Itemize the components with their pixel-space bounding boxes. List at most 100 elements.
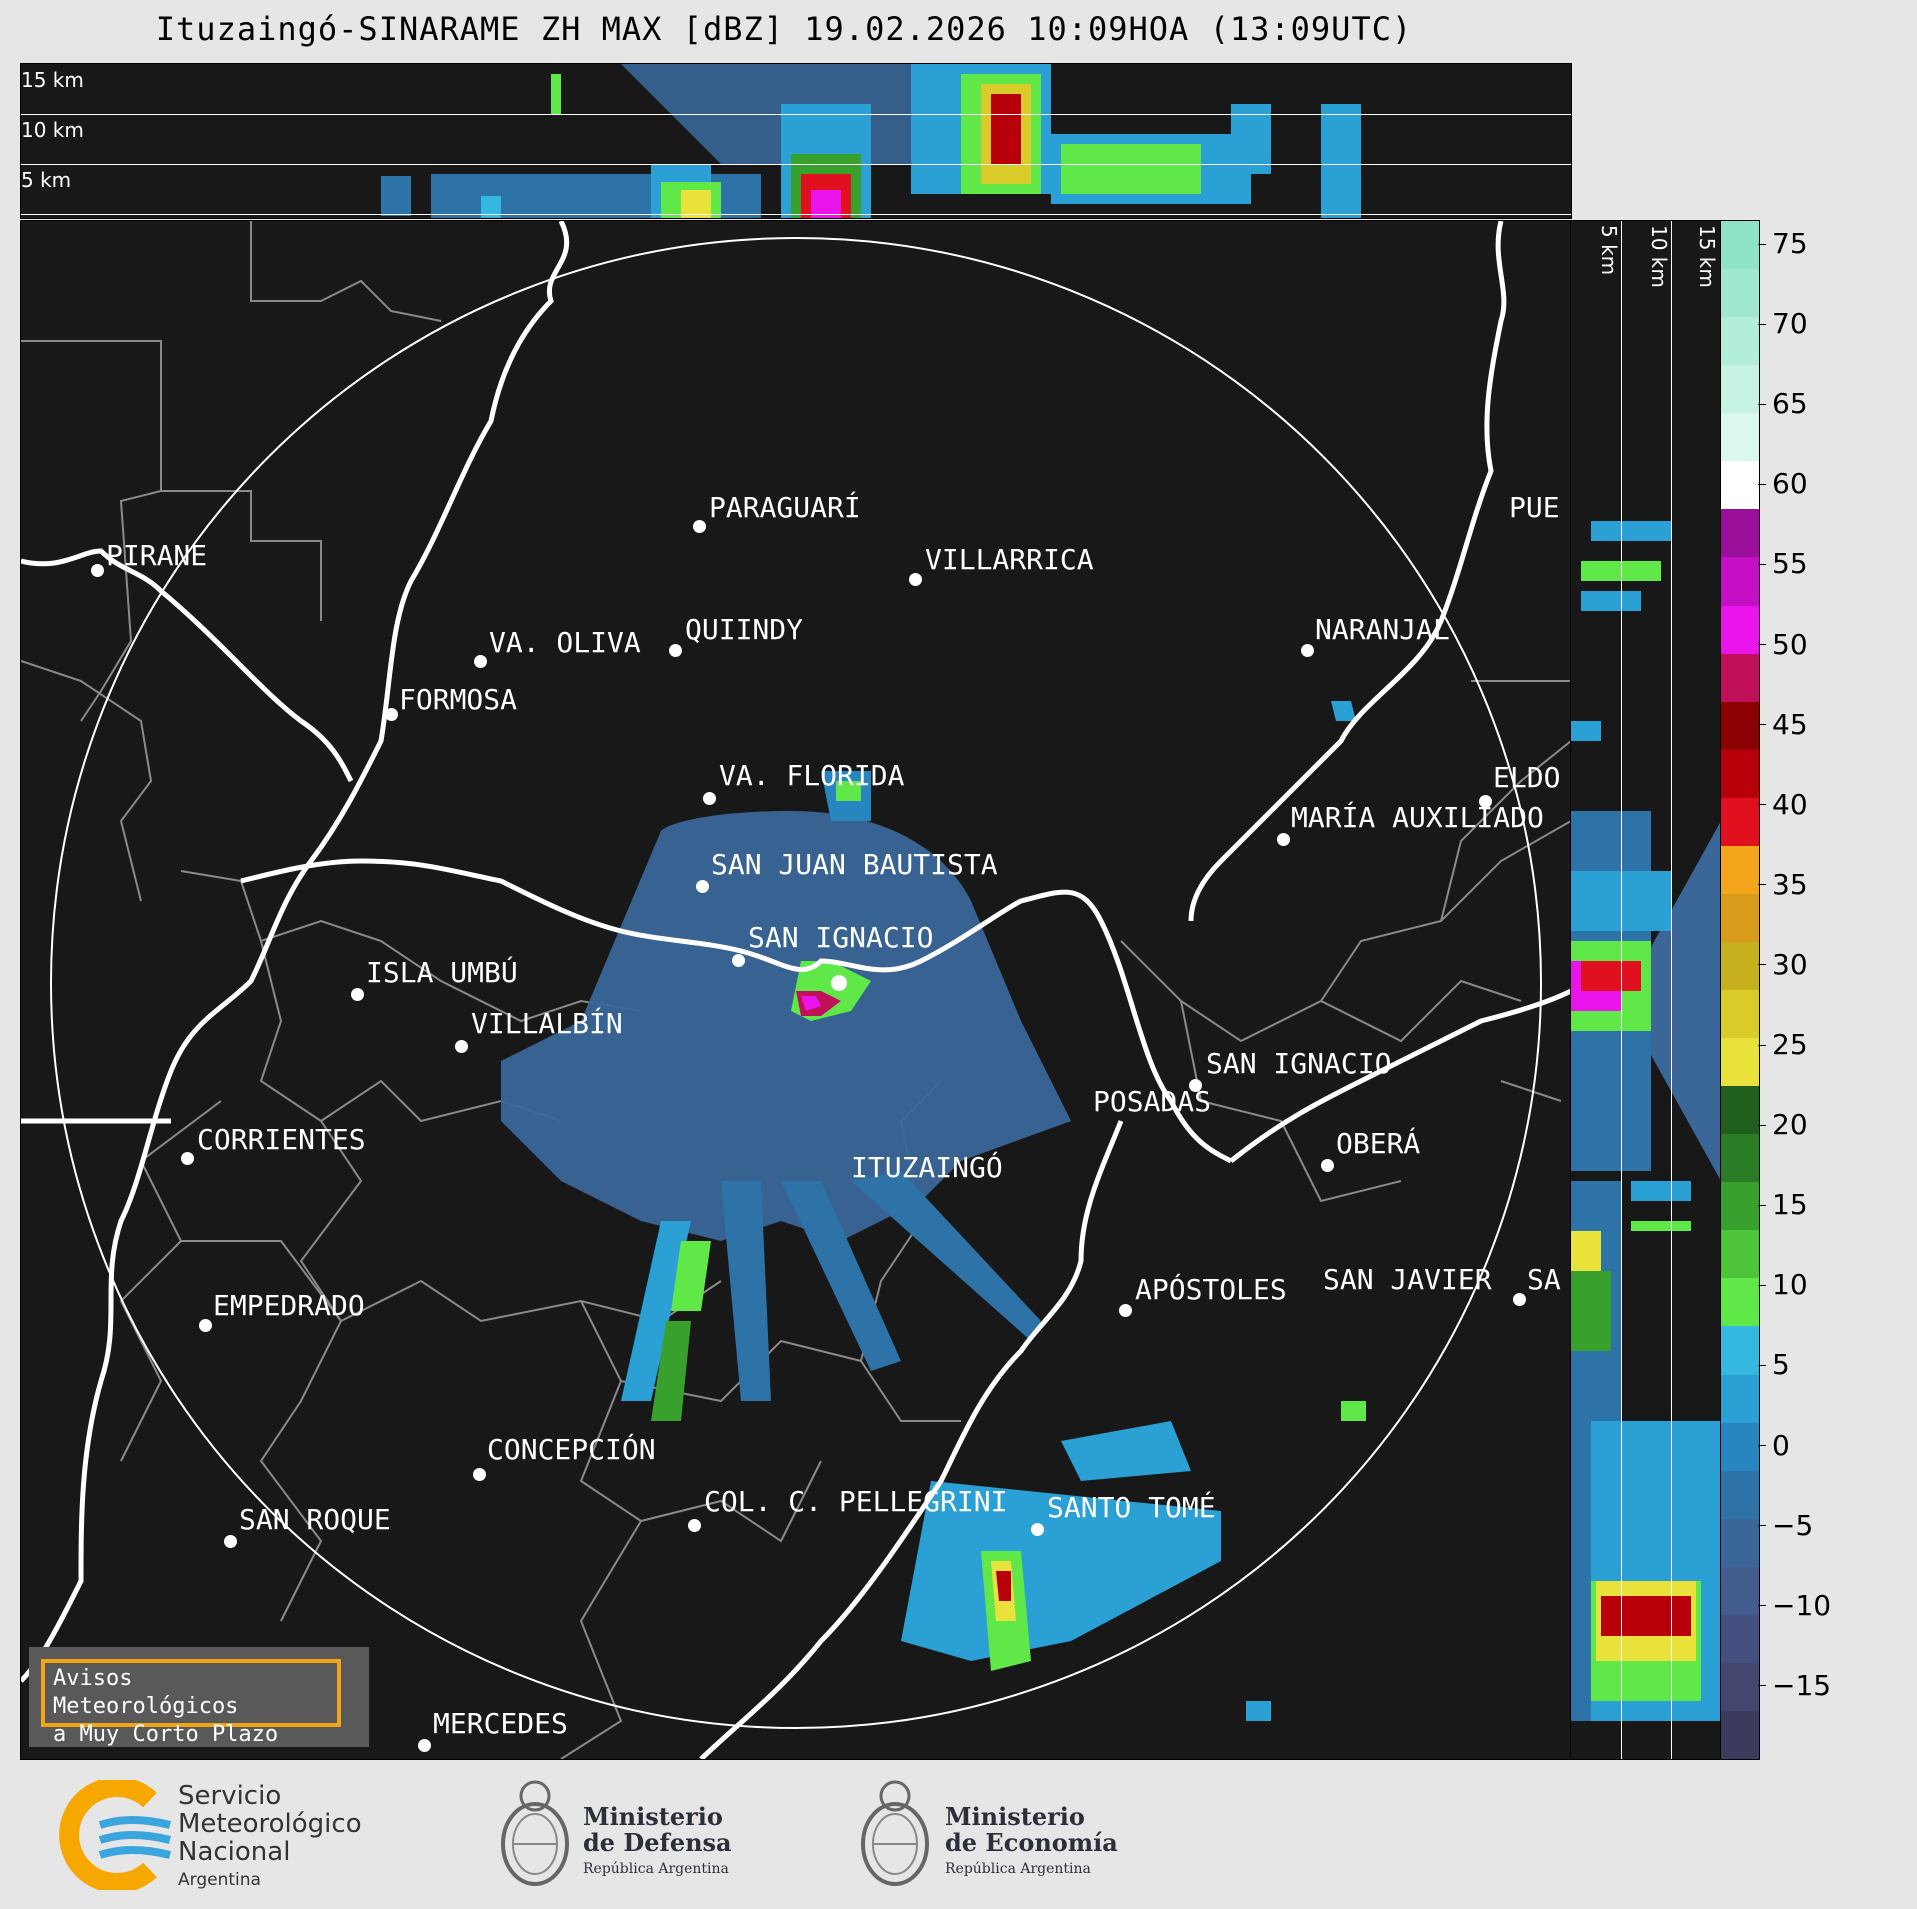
warning-box[interactable]: Avisos Meteorológicos a Muy Corto Plazo: [29, 1647, 369, 1747]
city-label: VILLALBÍN: [471, 1007, 623, 1040]
colorbar-swatch: [1721, 797, 1759, 846]
radar-site-marker: [831, 975, 847, 991]
colorbar-swatch: [1721, 1518, 1759, 1567]
radar-map[interactable]: PIRANE PARAGUARÍ VILLARRICA QUIINDY VA. …: [20, 220, 1572, 1760]
city-marker: [1119, 1304, 1132, 1317]
colorbar-swatch: [1721, 269, 1759, 318]
colorbar-swatch: [1721, 701, 1759, 750]
smn-line4: Argentina: [178, 1870, 261, 1890]
colorbar-tick: 40: [1758, 788, 1808, 821]
city-marker: [1031, 1523, 1044, 1536]
colorbar-swatch: [1721, 1470, 1759, 1519]
defensa-logo-text: Ministerio de Defensa República Argentin…: [583, 1804, 732, 1882]
city-marker: [455, 1040, 468, 1053]
city-label: PARAGUARÍ: [709, 491, 861, 524]
colorbar-swatch: [1721, 365, 1759, 414]
city-marker: [91, 564, 104, 577]
city-label: PUE: [1509, 491, 1560, 524]
city-marker: [385, 708, 398, 721]
right-cross-section-echoes: [1571, 521, 1721, 1721]
economia-line1: Ministerio: [945, 1802, 1085, 1831]
footer-logos: Servicio Meteorológico Nacional Argentin…: [0, 1760, 1917, 1909]
country-borders: [21, 221, 1571, 1759]
city-marker: [474, 655, 487, 668]
colorbar-swatch: [1721, 1326, 1759, 1375]
city-marker: [909, 573, 922, 586]
city-label: CORRIENTES: [197, 1123, 366, 1156]
city-marker: [1301, 644, 1314, 657]
right-label-5km: 5 km: [1597, 225, 1621, 276]
colorbar-tick: 60: [1758, 467, 1808, 500]
colorbar-tick: 35: [1758, 868, 1808, 901]
top-gridline-15km: [21, 114, 1571, 115]
colorbar-tick: 75: [1758, 227, 1808, 260]
defensa-line3: República Argentina: [583, 1861, 729, 1877]
city-marker: [1321, 1159, 1334, 1172]
city-label: EMPEDRADO: [213, 1289, 365, 1322]
city-label: ITUZAINGÓ: [851, 1151, 1003, 1184]
city-label: POSADAS: [1093, 1085, 1212, 1118]
colorbar-tick: 5: [1758, 1348, 1790, 1381]
economia-line2: de Economía: [945, 1828, 1118, 1857]
colorbar-tick: −5: [1758, 1509, 1813, 1542]
city-label: ELDO: [1493, 761, 1561, 794]
city-marker: [473, 1468, 486, 1481]
smn-line3: Nacional: [178, 1837, 291, 1867]
warning-frame[interactable]: Avisos Meteorológicos a Muy Corto Plazo: [41, 1659, 341, 1747]
city-marker: [1479, 795, 1492, 808]
city-label: SA: [1527, 1263, 1561, 1296]
colorbar-swatch: [1721, 509, 1759, 558]
range-ring: [50, 237, 1542, 1729]
radar-echoes: [501, 701, 1366, 1721]
city-marker: [181, 1152, 194, 1165]
city-label: SANTO TOMÉ: [1047, 1491, 1216, 1524]
colorbar-swatch: [1721, 1614, 1759, 1663]
colorbar-swatch: [1721, 317, 1759, 366]
colorbar-tick: 50: [1758, 628, 1808, 661]
colorbar-tick: −15: [1758, 1669, 1831, 1702]
city-label: SAN JAVIER: [1323, 1263, 1492, 1296]
argentina-seal-icon: [501, 1780, 569, 1886]
economia-logo-text: Ministerio de Economía República Argenti…: [945, 1804, 1118, 1882]
colorbar-swatch: [1721, 1182, 1759, 1231]
colorbar-tick: 25: [1758, 1028, 1808, 1061]
radar-map-layers: [21, 221, 1571, 1759]
chart-title: Ituzaingó-SINARAME ZH MAX [dBZ] 19.02.20…: [155, 10, 1413, 48]
right-gridline-5km: [1621, 221, 1622, 1759]
colorbar-swatch: [1721, 1134, 1759, 1183]
right-gridline-10km: [1671, 221, 1672, 1759]
smn-line1: Servicio: [178, 1781, 282, 1811]
city-label: SAN IGNACIO: [748, 921, 934, 954]
city-label: VA. FLORIDA: [719, 759, 905, 792]
colorbar-swatch: [1721, 413, 1759, 462]
colorbar-swatch: [1721, 1278, 1759, 1327]
colorbar-swatch: [1721, 1662, 1759, 1711]
right-cross-section-panel: 5 km 10 km 15 km: [1570, 220, 1722, 1760]
city-marker: [669, 644, 682, 657]
top-label-15km: 15 km: [21, 68, 84, 92]
top-cross-section-echoes: [381, 64, 1361, 218]
colorbar-swatch: [1721, 1230, 1759, 1279]
colorbar-tick: 10: [1758, 1268, 1808, 1301]
top-cross-section-panel: 15 km 10 km 5 km: [20, 63, 1572, 219]
city-label: CONCEPCIÓN: [487, 1433, 656, 1466]
top-gridline-10km: [21, 164, 1571, 165]
city-label: VILLARRICA: [925, 543, 1094, 576]
smn-logo-icon: [59, 1780, 171, 1890]
colorbar-tick: 70: [1758, 307, 1808, 340]
argentina-seal-icon: [861, 1780, 929, 1886]
top-label-5km: 5 km: [21, 168, 72, 192]
colorbar-tick: 65: [1758, 387, 1808, 420]
colorbar-swatch: [1721, 1374, 1759, 1423]
province-borders: [21, 221, 1571, 1759]
colorbar-tick: 30: [1758, 948, 1808, 981]
warning-line2: a Muy Corto Plazo: [53, 1722, 279, 1747]
colorbar-swatch: [1721, 845, 1759, 894]
colorbar-swatch: [1721, 749, 1759, 798]
city-label: SAN ROQUE: [239, 1503, 391, 1536]
colorbar-tick: −10: [1758, 1589, 1831, 1622]
colorbar-tick: 45: [1758, 708, 1808, 741]
city-label: MERCEDES: [433, 1707, 568, 1740]
top-gridline-5km: [21, 214, 1571, 215]
colorbar-swatch: [1721, 1566, 1759, 1615]
